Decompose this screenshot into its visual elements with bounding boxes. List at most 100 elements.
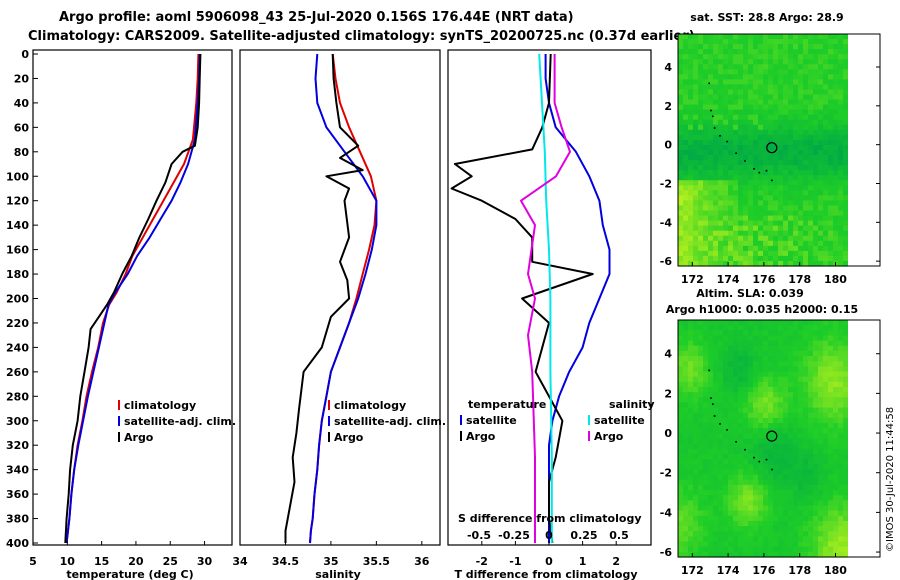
- m2-cell: [718, 366, 724, 373]
- m1-cell: [793, 34, 799, 40]
- m1-cell: [843, 205, 849, 212]
- m2-cell: [713, 376, 719, 383]
- m2-cell: [723, 531, 729, 537]
- m2-cell: [718, 340, 724, 347]
- m2-cell: [763, 350, 769, 357]
- m1-cell: [763, 150, 769, 156]
- m2-cell: [838, 479, 844, 486]
- m2-cell: [758, 407, 764, 414]
- temperature-frame: [32, 49, 233, 546]
- m2-cell: [813, 428, 819, 434]
- m2-cell: [798, 423, 804, 429]
- m2-cell: [763, 397, 769, 404]
- m2-cell: [813, 371, 819, 378]
- m2-cell: [728, 551, 734, 558]
- m1-cell: [793, 104, 799, 111]
- m1-cell: [748, 150, 754, 156]
- m1-cell: [753, 225, 759, 232]
- m2-cell: [683, 356, 689, 362]
- m1-cell: [683, 64, 689, 70]
- m2-cell: [733, 484, 739, 491]
- m1-cell: [828, 119, 834, 126]
- m2-cell: [688, 335, 694, 342]
- m1-cell: [758, 260, 764, 267]
- m2-cell: [713, 417, 719, 424]
- m2-cell: [838, 448, 844, 455]
- m1-cell: [843, 235, 849, 242]
- m1-cell: [783, 79, 789, 86]
- m2-cell: [793, 428, 799, 434]
- m2-cell: [718, 345, 724, 352]
- m2-cell: [813, 469, 819, 476]
- m1-cell: [838, 129, 844, 136]
- m1-cell: [678, 119, 684, 126]
- m1-cell: [703, 185, 709, 191]
- m2-cell: [693, 386, 699, 393]
- m1-cell: [843, 74, 849, 80]
- m2-cell: [808, 320, 814, 326]
- m2-cell: [773, 495, 779, 501]
- m2-cell: [688, 484, 694, 491]
- m1-cell: [838, 74, 844, 80]
- m2-cell: [738, 350, 744, 357]
- m1-cell: [788, 190, 794, 196]
- m2-cell: [753, 433, 759, 440]
- m2-cell: [743, 366, 749, 373]
- m1-cell: [683, 230, 689, 237]
- m1-cell: [823, 109, 829, 116]
- m2-cell: [718, 371, 724, 378]
- m1-cell: [783, 255, 789, 262]
- m1-cell: [833, 165, 839, 171]
- m2-cell: [828, 402, 834, 409]
- m2-cell: [843, 397, 849, 404]
- m2-cell: [813, 479, 819, 486]
- m2-cell: [728, 490, 734, 496]
- m1-cell: [718, 220, 724, 227]
- m2-cell: [718, 474, 724, 481]
- m1-cell: [803, 195, 809, 202]
- m2-cell: [748, 546, 754, 553]
- m2-cell: [748, 536, 754, 543]
- m1-cell: [728, 129, 734, 136]
- m1-cell: [808, 79, 814, 86]
- m2-cell: [758, 536, 764, 543]
- m1-cell: [818, 200, 824, 207]
- m1-cell: [783, 99, 789, 106]
- m2-cell: [733, 510, 739, 517]
- m1-cell: [823, 190, 829, 196]
- m1-cell: [833, 69, 839, 75]
- m1-island-dot: [710, 109, 712, 112]
- m2-cell: [778, 469, 784, 476]
- m1-cell: [733, 235, 739, 242]
- m1-cell: [758, 155, 764, 161]
- m2-cell: [698, 330, 704, 337]
- m2-cell: [753, 484, 759, 491]
- m2-cell: [818, 366, 824, 373]
- m1-cell: [738, 225, 744, 232]
- m2-cell: [768, 531, 774, 537]
- m1-cell: [748, 200, 754, 207]
- m2-cell: [828, 453, 834, 460]
- m1-cell: [753, 170, 759, 176]
- m2-cell: [688, 479, 694, 486]
- m1-cell: [818, 34, 824, 40]
- m1-cell: [773, 99, 779, 106]
- m1-cell: [753, 180, 759, 186]
- m2-cell: [778, 515, 784, 522]
- m1-cell: [748, 134, 754, 141]
- m1-cell: [683, 139, 689, 146]
- m2-cell: [768, 515, 774, 522]
- m2-cell: [793, 469, 799, 476]
- m2-cell: [738, 438, 744, 445]
- m2-cell: [758, 361, 764, 367]
- m2-cell: [743, 376, 749, 383]
- m2-cell: [808, 376, 814, 383]
- m1-cell: [698, 84, 704, 91]
- m2-cell: [788, 531, 794, 537]
- m1-cell: [813, 260, 819, 267]
- m2-cell: [728, 484, 734, 491]
- m1-cell: [808, 74, 814, 80]
- m2-cell: [743, 515, 749, 522]
- m2-cell: [733, 361, 739, 367]
- m2-cell: [788, 515, 794, 522]
